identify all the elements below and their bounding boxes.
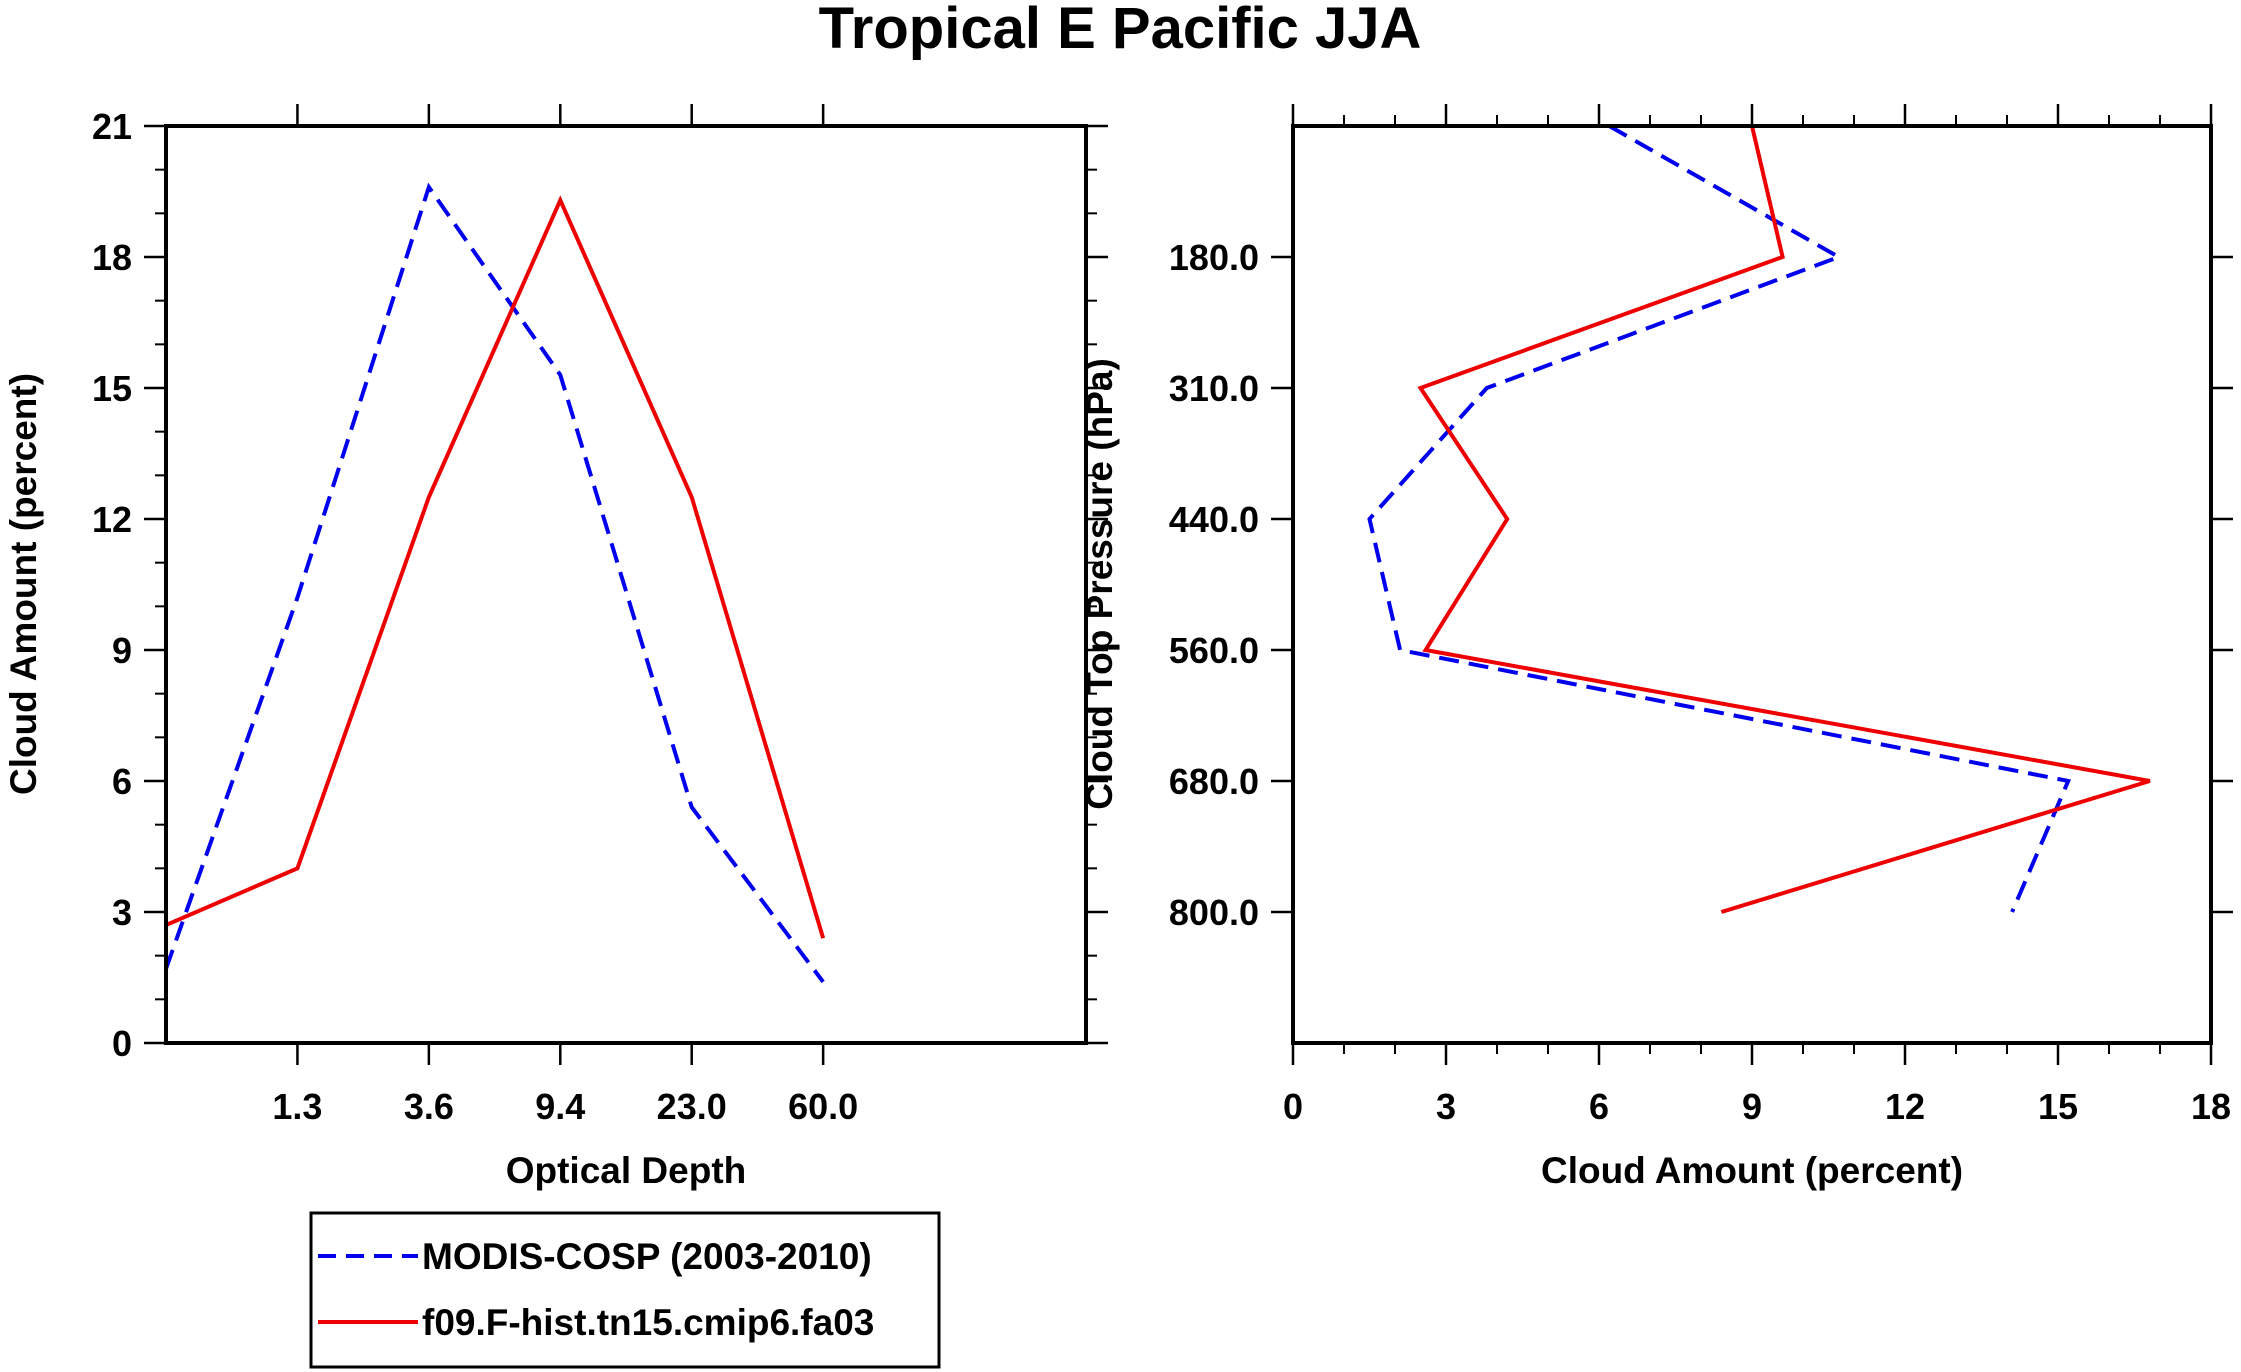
right-y-tick-label: 800.0: [1169, 892, 1259, 933]
left-y-tick-label: 15: [92, 368, 132, 409]
left-line-modis: [164, 182, 825, 984]
right-y-tick-label: 440.0: [1169, 499, 1259, 540]
right-line-model: [1417, 125, 2151, 914]
cloud-top-pressure-panel: 0 3 6 9 12 15 18 180.0 310.0 440.0 560.0 680.0 800.0…: [1079, 104, 2233, 1191]
legend-box: [309, 1211, 941, 1369]
left-y-tick-label: 6: [112, 761, 132, 802]
right-tick-labels: 0 3 6 9 12 15 18 180.0 310.0 440.0 560.0 680.0 800.0: [1169, 237, 2231, 1127]
left-y-axis-title: Cloud Amount (percent): [3, 373, 44, 795]
left-x-axis-title: Optical Depth: [506, 1150, 747, 1191]
right-y-tick-label: 180.0: [1169, 237, 1259, 278]
left-y-tick-label: 3: [112, 892, 132, 933]
right-y-tick-label: 680.0: [1169, 761, 1259, 802]
legend: MODIS-COSP (2003-2010) f09.F-hist.tn15.c…: [309, 1211, 941, 1369]
left-x-tick-label: 1.3: [272, 1086, 322, 1127]
right-line-modis: [1367, 124, 2072, 913]
right-x-tick-label: 6: [1589, 1086, 1609, 1127]
right-x-tick-label: 12: [1885, 1086, 1925, 1127]
left-y-tick-label: 12: [92, 499, 132, 540]
left-y-tick-label: 21: [92, 106, 132, 147]
left-line-model: [165, 195, 826, 939]
right-y-axis-title: Cloud Top Pressure (hPa): [1079, 358, 1120, 810]
legend-label-modis: MODIS-COSP (2003-2010): [422, 1236, 872, 1277]
figure-title: Tropical E Pacific JJA: [819, 0, 1422, 61]
right-x-tick-label: 3: [1436, 1086, 1456, 1127]
right-x-tick-label: 0: [1283, 1086, 1303, 1127]
right-x-tick-label: 18: [2191, 1086, 2231, 1127]
left-y-tick-label: 9: [112, 630, 132, 671]
left-x-tick-label: 3.6: [404, 1086, 454, 1127]
left-plot-frame: [164, 124, 1088, 1045]
right-x-axis-title: Cloud Amount (percent): [1541, 1150, 1963, 1191]
left-x-tick-label: 9.4: [535, 1086, 585, 1127]
right-plot-frame: [1291, 124, 2213, 1045]
right-x-tick-label: 9: [1742, 1086, 1762, 1127]
left-y-tick-label: 0: [112, 1023, 132, 1064]
left-y-tick-label: 18: [92, 237, 132, 278]
left-x-tick-label: 60.0: [788, 1086, 858, 1127]
right-ticks: [1271, 104, 2233, 1065]
right-y-tick-label: 560.0: [1169, 630, 1259, 671]
left-series-lines: [164, 182, 826, 984]
left-x-tick-label: 23.0: [657, 1086, 727, 1127]
legend-label-model: f09.F-hist.tn15.cmip6.fa03: [422, 1302, 874, 1343]
right-x-tick-label: 15: [2038, 1086, 2078, 1127]
optical-depth-panel: 0 3 6 9 12 15 18 21 1.3 3.6 9.4 23.0 60.0 Optical De…: [3, 104, 1108, 1191]
right-y-tick-label: 310.0: [1169, 368, 1259, 409]
left-tick-labels: 0 3 6 9 12 15 18 21 1.3 3.6 9.4 23.0 60.0: [92, 106, 858, 1127]
right-series-lines: [1367, 124, 2151, 914]
